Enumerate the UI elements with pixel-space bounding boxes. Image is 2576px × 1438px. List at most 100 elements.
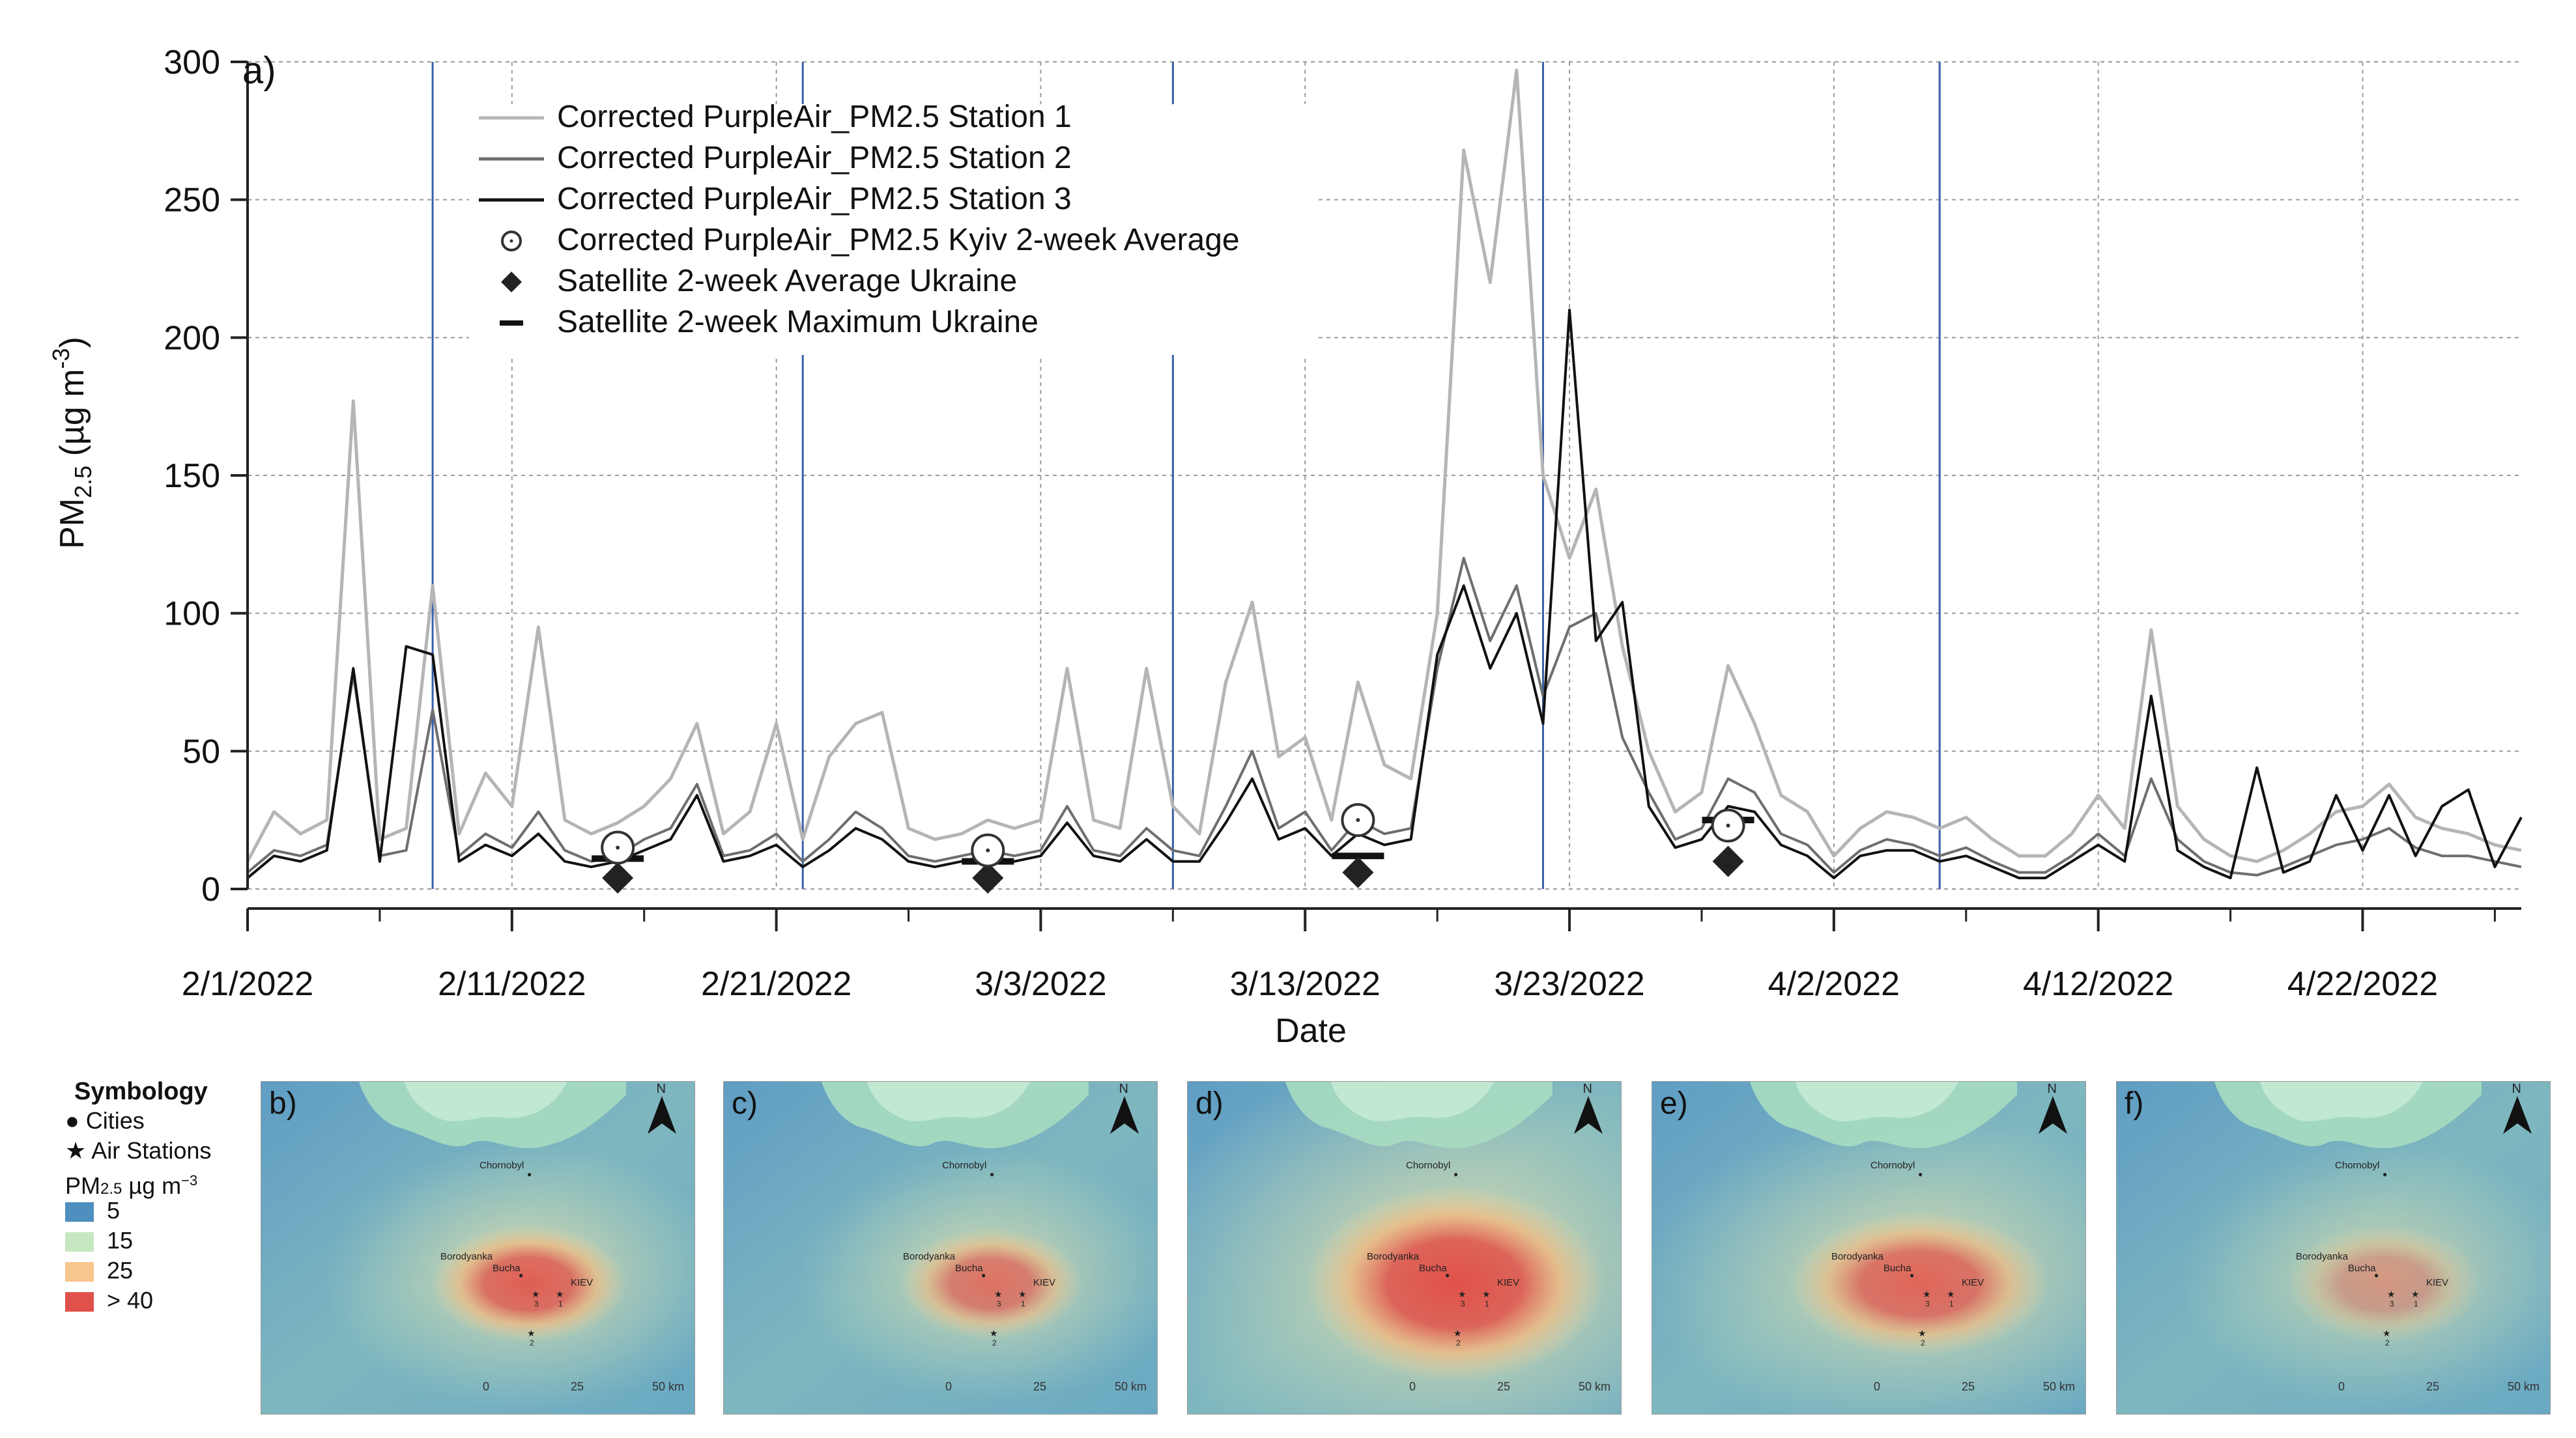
legend: Corrected PurpleAir_PM2.5 Station 1 Corre…	[469, 100, 1316, 355]
satellite-average-marker	[972, 862, 1004, 894]
map-panel-d: d) N Chornobyl ● Borodyanka Bucha ● KIEV ★ ★ 3 1 ★ 2 0…	[1187, 1081, 1622, 1415]
satellite-average-marker	[1712, 845, 1744, 877]
x-tick-label: 2/21/2022	[701, 965, 852, 1003]
class-swatch	[65, 1292, 94, 1312]
city-bucha: Bucha	[2348, 1263, 2376, 1274]
legend-background	[469, 104, 1316, 355]
station-star-icon: ★	[1458, 1289, 1467, 1299]
y-label-close: )	[53, 337, 91, 348]
city-dot-icon: ●	[990, 1170, 995, 1179]
city-dot-icon: ●	[1910, 1271, 1915, 1280]
north-arrow-icon	[1574, 1096, 1603, 1135]
map-raster	[1652, 1082, 2085, 1414]
city-borodyanka: Borodyanka	[903, 1251, 956, 1262]
y-tick-label: 100	[164, 595, 220, 633]
scale-tick-50: 50 km	[1115, 1380, 1147, 1393]
station-star-icon: ★	[1018, 1289, 1027, 1299]
satellite-average-marker	[1342, 856, 1374, 888]
city-chernobyl: Chornobyl	[479, 1160, 524, 1171]
station-star-icon: ★	[1923, 1289, 1931, 1299]
legend-circle-dot	[509, 239, 513, 243]
y-label-sup: -3	[48, 348, 74, 369]
north-arrow-icon	[2503, 1096, 2532, 1135]
city-chernobyl: Chornobyl	[942, 1160, 987, 1171]
x-tick-label: 2/1/2022	[182, 965, 313, 1003]
symbology-pm-label: PM2.5 µg m−3	[65, 1166, 261, 1199]
symbology-class-row: 15	[65, 1226, 261, 1256]
y-label-units: (µg m	[53, 369, 91, 465]
y-label-sub: 2.5	[70, 466, 96, 498]
legend-entry-label: Corrected PurpleAir_PM2.5 Station 2	[557, 141, 1072, 175]
scale-tick-0: 0	[945, 1380, 952, 1393]
x-tick-label: 2/11/2022	[438, 965, 586, 1003]
class-label: > 40	[107, 1287, 154, 1314]
map-panel-label: c)	[732, 1086, 758, 1121]
north-label: N	[656, 1082, 666, 1096]
pm-label-sup: −3	[181, 1172, 198, 1189]
scale-tick-25: 25	[1962, 1380, 1975, 1393]
map-panel-c: c) N Chornobyl ● Borodyanka Bucha ● KIEV ★ ★ 3 1 ★ 2 0…	[723, 1081, 1158, 1415]
station-number: 2	[1921, 1338, 1925, 1347]
class-swatch	[65, 1262, 94, 1282]
station-star-icon: ★	[1947, 1289, 1955, 1299]
station-number: 2	[530, 1338, 534, 1347]
scale-tick-0: 0	[1874, 1380, 1881, 1393]
symbology-stations: ★ Air Stations	[65, 1136, 261, 1166]
symbology-class-row: 5	[65, 1196, 261, 1226]
city-dot-icon: ●	[981, 1271, 986, 1280]
cities-label: Cities	[85, 1107, 145, 1134]
kyiv-average-marker-dot	[986, 848, 990, 853]
symbology-legend: Symbology ● Cities ★ Air Stations PM2.5 …	[65, 1078, 261, 1316]
station-star-icon: ★	[994, 1289, 1003, 1299]
station-star-icon: ★	[1482, 1289, 1491, 1299]
city-bucha: Bucha	[1419, 1263, 1447, 1274]
stations-label: Air Stations	[91, 1137, 212, 1164]
legend-entry-label: Corrected PurpleAir_PM2.5 Station 1	[557, 100, 1072, 134]
time-series-plot: 0 50 100 150 200 250 300 2/1/2022 2/11/2022 2/21/…	[48, 44, 2523, 1050]
x-tick-label: 4/12/2022	[2023, 965, 2173, 1003]
map-panel-label: b)	[269, 1086, 297, 1121]
kyiv-average-marker-dot	[1356, 818, 1360, 823]
scale-tick-25: 25	[2426, 1380, 2440, 1393]
station-star-icon: ★	[556, 1289, 564, 1299]
city-dot-icon: ●	[1445, 1271, 1450, 1280]
scale-tick-0: 0	[1409, 1380, 1416, 1393]
city-chernobyl: Chornobyl	[1406, 1160, 1451, 1171]
station-number: 2	[992, 1338, 997, 1347]
map-panel-e: e) N Chornobyl ● Borodyanka Bucha ● KIEV ★ ★ 3 1 ★ 2 0…	[1652, 1081, 2086, 1415]
station-number: 3	[534, 1299, 539, 1308]
city-dot-icon: ●	[2383, 1170, 2388, 1179]
class-swatch	[65, 1232, 94, 1252]
pm-label-sub: 2.5	[100, 1180, 122, 1198]
scale-tick-50: 50 km	[652, 1380, 685, 1393]
map-panel-label: f)	[2125, 1086, 2144, 1121]
city-chernobyl: Chornobyl	[2335, 1160, 2380, 1171]
legend-entry-label: Corrected PurpleAir_PM2.5 Kyiv 2-week Av…	[557, 223, 1240, 257]
symbology-class-row: > 40	[65, 1286, 261, 1316]
station-number: 1	[558, 1299, 563, 1308]
y-tick-label: 200	[164, 319, 220, 357]
kyiv-average-marker-dot	[1726, 823, 1730, 828]
map-panel-f: f) N Chornobyl ● Borodyanka Bucha ● KIEV ★ ★ 3 1 ★ 2 0…	[2116, 1081, 2551, 1415]
x-tick-label: 4/2/2022	[1768, 965, 1900, 1003]
north-label: N	[2512, 1082, 2521, 1096]
legend-entry-label: Corrected PurpleAir_PM2.5 Station 3	[557, 182, 1072, 216]
city-dot-icon: ●	[65, 1107, 79, 1134]
map-panel-label: d)	[1195, 1086, 1224, 1121]
x-axis-label: Date	[1275, 1012, 1347, 1050]
symbology-title: Symbology	[74, 1078, 208, 1105]
station-number: 1	[1949, 1299, 1954, 1308]
north-label: N	[1119, 1082, 1128, 1096]
city-bucha: Bucha	[1883, 1263, 1911, 1274]
station-star-icon: ★	[1453, 1328, 1462, 1338]
city-borodyanka: Borodyanka	[1831, 1251, 1884, 1262]
city-kiev: KIEV	[571, 1277, 594, 1288]
x-tick-label: 3/13/2022	[1230, 965, 1381, 1003]
city-borodyanka: Borodyanka	[2296, 1251, 2349, 1262]
city-kiev: KIEV	[1962, 1277, 1984, 1288]
city-kiev: KIEV	[1497, 1277, 1520, 1288]
city-bucha: Bucha	[955, 1263, 983, 1274]
scale-tick-25: 25	[571, 1380, 584, 1393]
scale-tick-25: 25	[1497, 1380, 1511, 1393]
north-label: N	[1582, 1082, 1592, 1096]
